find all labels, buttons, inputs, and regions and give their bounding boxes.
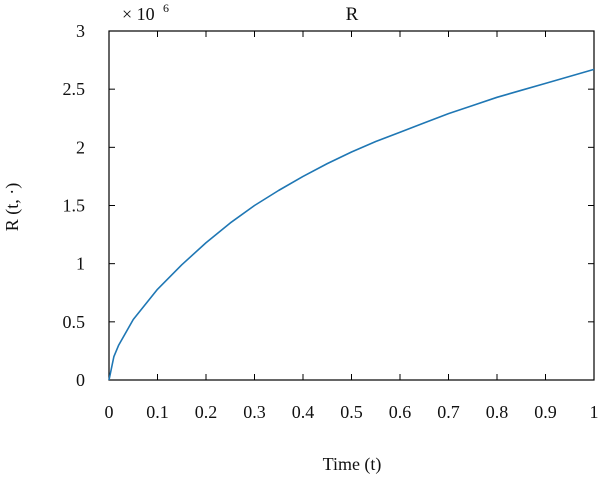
x-tick-label: 0.4 [292, 402, 315, 422]
x-tick-label: 0.8 [486, 402, 509, 422]
y-tick-label: 1 [76, 254, 85, 274]
plot-area [108, 30, 595, 381]
y-tick-label: 0 [76, 370, 85, 390]
series-layer [108, 68, 595, 381]
x-tick-label: 0.5 [340, 402, 363, 422]
x-tick-label: 0.6 [389, 402, 412, 422]
plot-border [108, 30, 595, 381]
series-line-1 [108, 68, 595, 381]
x-axis-label: Time (t) [323, 454, 382, 475]
y-axis: 0 0.5 1 1.5 2 2.5 3 [63, 21, 594, 390]
x-tick-label: 0.3 [243, 402, 266, 422]
x-tick-label: 0.7 [437, 402, 460, 422]
y-tick-label: 2 [76, 137, 85, 157]
x-tick-label: 1 [590, 402, 599, 422]
y-tick-label: 3 [76, 21, 85, 41]
x-tick-label: 0.2 [195, 402, 218, 422]
y-tick-label: 2.5 [63, 79, 86, 99]
y-tick-label: 1.5 [63, 196, 86, 216]
x-tick-label: 0 [105, 402, 114, 422]
chart-title: R [346, 4, 359, 25]
y-multiplier-exponent: 6 [163, 1, 169, 15]
y-multiplier-base: × 10 [122, 4, 155, 24]
x-axis: 0 0.1 0.2 0.3 0.4 0.5 0.6 0.7 0.8 0.9 1 [105, 31, 599, 422]
y-axis-label: R (t, ·) [2, 183, 23, 232]
y-multiplier: × 10 6 [122, 1, 169, 24]
x-tick-label: 0.1 [146, 402, 169, 422]
x-tick-label: 0.9 [534, 402, 557, 422]
y-tick-label: 0.5 [63, 312, 86, 332]
